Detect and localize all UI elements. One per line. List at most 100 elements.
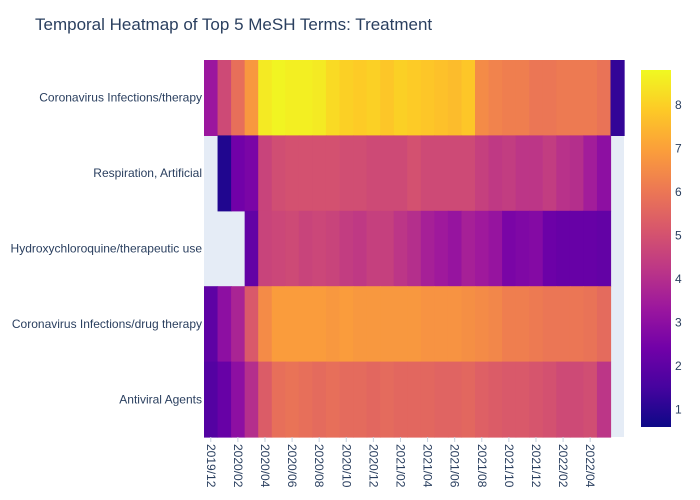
x-tick-label: 2021/02 <box>394 444 408 488</box>
y-axis-ticks: Coronavirus Infections/therapy Respiratio… <box>11 91 203 407</box>
heatmap-cell <box>353 135 368 212</box>
heatmap-cell <box>475 60 490 136</box>
heatmap-cell <box>596 210 612 287</box>
heatmap-cell <box>556 361 571 438</box>
heatmap-cell <box>258 135 273 212</box>
x-tick-label: 2021/06 <box>448 444 462 488</box>
heatmap-cell <box>515 210 530 287</box>
heatmap-cell <box>325 286 341 363</box>
heatmap-cell <box>488 286 503 363</box>
heatmap-cell <box>569 60 584 136</box>
heatmap-cell <box>231 135 246 212</box>
heatmap-cell <box>380 210 395 287</box>
heatmap-cell <box>529 286 544 363</box>
heatmap-cell <box>298 361 313 438</box>
heatmap-cell <box>339 210 354 287</box>
heatmap-cell <box>529 361 544 438</box>
heatmap-cell <box>529 60 544 136</box>
heatmap-cell <box>434 361 449 438</box>
heatmap-cell <box>244 135 259 212</box>
heatmap-cell <box>556 286 571 363</box>
colorbar-tick-label: 4 <box>675 272 682 286</box>
x-tick-label: 2021/08 <box>475 444 489 488</box>
heatmap-cell <box>502 210 517 287</box>
colorbar-gradient <box>641 70 671 427</box>
heatmap-cell <box>258 361 273 438</box>
heatmap-cell <box>339 361 354 438</box>
heatmap-cell <box>312 361 327 438</box>
heatmap-cell <box>461 286 476 363</box>
heatmap-cell <box>420 286 435 363</box>
heatmap-cell <box>420 60 435 136</box>
heatmap-cell <box>285 135 300 212</box>
x-tick-label: 2020/04 <box>258 444 272 488</box>
heatmap-cell <box>204 60 219 136</box>
colorbar-tick-label: 2 <box>675 359 682 373</box>
heatmap-cell <box>515 135 530 212</box>
x-tick-label: 2020/06 <box>285 444 299 488</box>
heatmap-cell <box>298 135 313 212</box>
heatmap-cell <box>434 286 449 363</box>
heatmap-cell <box>366 135 381 212</box>
heatmap-cell <box>231 60 246 136</box>
x-tick-label: 2020/10 <box>339 444 353 488</box>
y-tick-label: Hydroxychloroquine/therapeutic use <box>11 242 203 256</box>
heatmap-cell <box>488 361 503 438</box>
heatmap-cell <box>244 361 259 438</box>
heatmap-cell <box>596 361 612 438</box>
heatmap-cell <box>393 361 408 438</box>
x-tick-label: 2021/10 <box>502 444 516 488</box>
heatmap-cell <box>556 135 571 212</box>
heatmap-cell <box>298 286 313 363</box>
colorbar-tick-label: 7 <box>675 141 682 155</box>
chart-title: Temporal Heatmap of Top 5 MeSH Terms: Tr… <box>35 15 432 34</box>
heatmap-cell <box>407 361 422 438</box>
heatmap-cell <box>258 286 273 363</box>
heatmap-cell <box>353 361 368 438</box>
x-tick-label: 2019/12 <box>204 444 218 488</box>
y-tick-label: Respiration, Artificial <box>93 166 202 180</box>
heatmap-cell <box>380 135 395 212</box>
heatmap-cell <box>502 286 517 363</box>
heatmap-cell <box>312 286 327 363</box>
heatmap-cell <box>204 286 219 363</box>
heatmap-cell <box>502 361 517 438</box>
heatmap-cell <box>529 210 544 287</box>
heatmap-cell <box>583 60 598 136</box>
heatmap-cell <box>244 286 259 363</box>
heatmap-cell <box>556 210 571 287</box>
colorbar-tick-label: 5 <box>675 228 682 242</box>
heatmap-cell <box>475 361 490 438</box>
heatmap-cell <box>231 286 246 363</box>
heatmap-cell <box>515 361 530 438</box>
heatmap-cell <box>447 210 463 287</box>
y-tick-label: Coronavirus Infections/therapy <box>39 91 202 105</box>
colorbar-tick-label: 6 <box>675 185 682 199</box>
heatmap-cell <box>569 286 584 363</box>
heatmap-cell <box>258 60 273 136</box>
heatmap-cell <box>447 60 463 136</box>
heatmap-cell <box>271 60 286 136</box>
heatmap-cell <box>393 135 408 212</box>
heatmap-cell <box>596 135 612 212</box>
heatmap-cell <box>353 210 368 287</box>
heatmap-cell <box>502 135 517 212</box>
heatmap-cell <box>434 60 449 136</box>
heatmap-cell <box>271 361 286 438</box>
heatmap-cell <box>271 210 286 287</box>
heatmap-cell <box>353 60 368 136</box>
heatmap-cell <box>556 60 571 136</box>
x-tick-label: 2020/02 <box>231 444 245 488</box>
heatmap-cell <box>325 210 341 287</box>
colorbar-tick-label: 1 <box>675 403 682 417</box>
x-tick-label: 2021/12 <box>529 444 543 488</box>
heatmap-cell <box>285 361 300 438</box>
heatmap-cell <box>447 286 463 363</box>
heatmap-cell <box>339 135 354 212</box>
heatmap-cell <box>583 286 598 363</box>
heatmap-cell <box>461 60 476 136</box>
heatmap-cell <box>325 135 341 212</box>
heatmap-cell <box>583 361 598 438</box>
heatmap-cell <box>285 60 300 136</box>
heatmap-cell <box>366 60 381 136</box>
